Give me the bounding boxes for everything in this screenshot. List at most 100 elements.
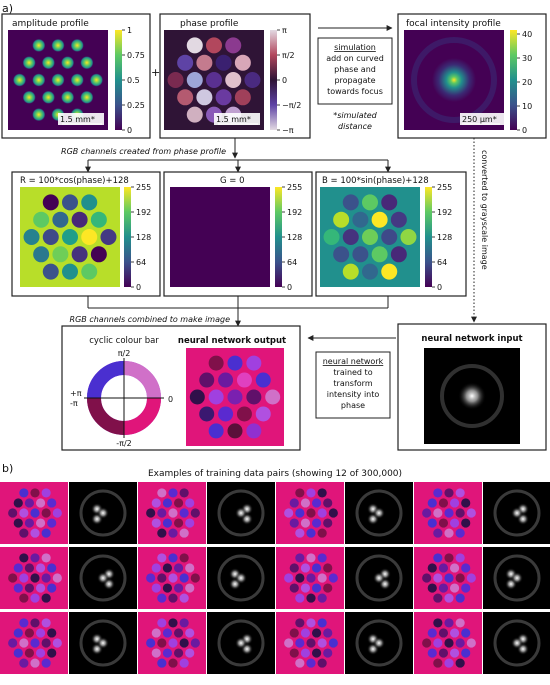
training-phase-spot [466, 573, 476, 583]
training-phase-spot [157, 618, 167, 628]
rgb-r-panel: R = 100*cos(phase)+128 255 192 128 64 0 [11, 171, 161, 297]
training-phase-spot [24, 518, 35, 528]
rgb-r-spot [33, 211, 50, 228]
colorbar-tick-label: 128 [437, 233, 452, 242]
rgb-b-spot [342, 194, 359, 211]
training-phase-spot [190, 573, 200, 583]
rgb-b-title: B = 100*sin(phase)+128 [322, 176, 429, 186]
amplitude-spot [22, 56, 36, 70]
training-phase-spot [455, 618, 465, 628]
training-intensity-spot [511, 507, 523, 519]
phase-spot [215, 89, 232, 106]
focal-title: focal intensity profile [406, 19, 501, 29]
amplitude-spot [32, 38, 46, 52]
training-phase-spot [47, 583, 57, 593]
training-phase-spot [461, 563, 471, 573]
training-phase-spot [461, 648, 471, 658]
training-phase-spot [444, 658, 454, 668]
cyclic-colour-ring [84, 358, 164, 438]
nn-output-spot [255, 406, 271, 422]
rgb-b-spot [371, 246, 388, 263]
training-phase-spot [444, 638, 454, 648]
training-phase-spot [179, 593, 189, 603]
training-phase-spot [41, 488, 51, 498]
training-phase-spot [289, 563, 299, 573]
training-phase-spot [306, 618, 316, 628]
training-phase-spot [168, 508, 178, 518]
phase-spot [206, 37, 222, 54]
phase-spot [167, 72, 184, 88]
amplitude-spot [61, 90, 75, 104]
training-phase-spot [30, 528, 40, 538]
training-phase-spot [289, 583, 299, 593]
training-intensity-spot [373, 572, 385, 584]
training-intensity-ring [79, 554, 127, 602]
rgb-b-spot [400, 229, 417, 245]
amplitude-title: amplitude profile [12, 19, 89, 29]
nn-box-line: transform [333, 379, 372, 388]
nn-output-spot [208, 423, 224, 439]
simulation-title: simulation [334, 43, 376, 52]
cyclic-left-top-label: +π [70, 389, 82, 398]
training-phase-spot [41, 593, 51, 603]
training-phase-spot [433, 508, 443, 518]
training-phase-spot [317, 573, 327, 583]
training-phase-spot [328, 638, 338, 648]
training-phase-spot [162, 648, 173, 658]
colorbar-tick-label: 0 [136, 283, 141, 292]
nn-output-spot [246, 355, 262, 371]
training-phase-spot [455, 528, 465, 538]
training-phase-spot [19, 553, 29, 563]
nn-output-spot [246, 423, 262, 439]
training-phase-spot [444, 553, 454, 563]
amplitude-spot [80, 90, 94, 104]
rgb-r-spots [23, 194, 117, 280]
training-phase-spot [295, 553, 305, 563]
training-phase-spot [466, 508, 476, 518]
training-intensity-ring [493, 619, 541, 667]
amplitude-profile-panel: amplitude profile 1.5 mm* 1 0.75 0.5 0.25 0 [1, 13, 151, 139]
phase-spot [186, 106, 203, 123]
training-intensity-spot [97, 637, 109, 649]
training-phase-spot [173, 583, 184, 593]
colorbar-tick-label: 255 [437, 183, 452, 192]
rgb-r-spot [81, 229, 98, 245]
rgb-r-spot [42, 229, 59, 245]
nn-output-spots [189, 355, 281, 439]
training-phase-spot [317, 488, 327, 498]
training-phase-spot [179, 658, 189, 668]
training-phase-spot [433, 638, 443, 648]
nn-output-spot [227, 423, 243, 439]
nn-output-title: neural network output [178, 336, 286, 346]
phase-spot [177, 89, 194, 106]
phase-spot [186, 72, 203, 88]
training-phase-spot [427, 518, 437, 528]
training-phase-spot [19, 638, 29, 648]
training-phase-spot [449, 628, 460, 638]
training-phase-spot [8, 638, 18, 648]
phase-spot [234, 89, 251, 106]
training-phase-spot [295, 528, 305, 538]
training-phase-spot [455, 593, 465, 603]
training-phase-spot [168, 528, 178, 538]
training-phase-spot [323, 628, 333, 638]
colorbar-tick-label: π [282, 26, 287, 35]
training-phase-spot [173, 563, 184, 573]
training-phase-spot [311, 628, 322, 638]
nn-input-title: neural network input [421, 334, 522, 344]
training-phase-spot [449, 648, 460, 658]
training-phase-spot [8, 508, 18, 518]
colorbar-tick-label: 0 [437, 283, 442, 292]
training-intensity-ring [79, 619, 127, 667]
training-phase-spot [41, 638, 51, 648]
training-phase-spot [30, 593, 40, 603]
training-phase-spot [295, 573, 305, 583]
phase-profile-panel: phase profile 1.5 mm* π π/2 0 −π/2 −π [159, 13, 311, 139]
nn-output-spot [208, 389, 224, 405]
colorbar-tick-label: 0.5 [127, 76, 140, 85]
colorbar-tick-label: 192 [136, 208, 151, 217]
training-intensity-ring [493, 554, 541, 602]
cyclic-title: cyclic colour bar [89, 336, 159, 346]
simulated-note: *simulated [333, 111, 377, 120]
training-phase-spot [317, 508, 327, 518]
